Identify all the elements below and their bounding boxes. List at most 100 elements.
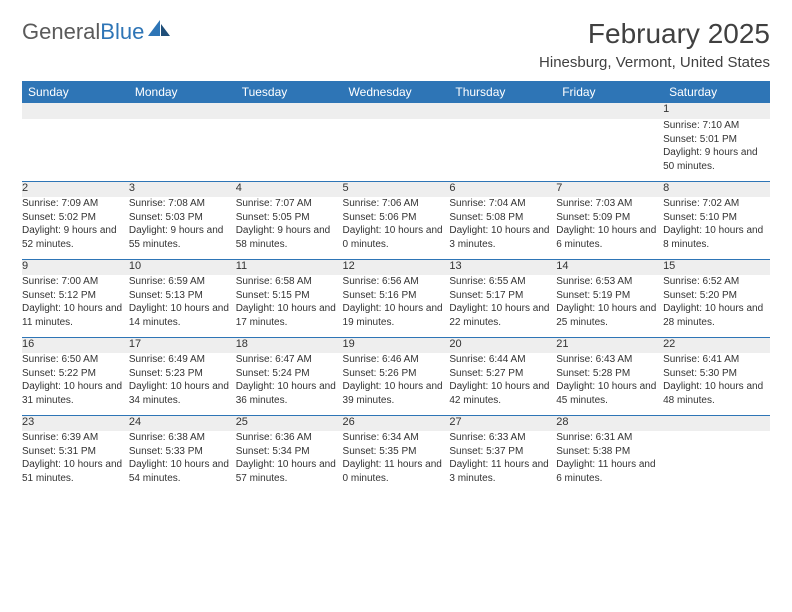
calendar-page: GeneralBlue February 2025 Hinesburg, Ver… [0, 0, 792, 511]
day-number: 20 [449, 337, 556, 353]
day-number: 27 [449, 415, 556, 431]
weekday-header: Wednesday [343, 81, 450, 103]
day-number-row: 9101112131415 [22, 259, 770, 275]
day-detail: Sunrise: 6:55 AMSunset: 5:17 PMDaylight:… [449, 275, 556, 337]
logo-text: GeneralBlue [22, 19, 144, 45]
location-text: Hinesburg, Vermont, United States [539, 54, 770, 71]
day-number: 9 [22, 259, 129, 275]
weekday-header: Sunday [22, 81, 129, 103]
day-detail-row: Sunrise: 6:39 AMSunset: 5:31 PMDaylight:… [22, 431, 770, 493]
day-number: 26 [343, 415, 450, 431]
day-detail [449, 119, 556, 181]
day-number: 17 [129, 337, 236, 353]
day-number: 11 [236, 259, 343, 275]
day-number: 28 [556, 415, 663, 431]
day-detail-row: Sunrise: 7:00 AMSunset: 5:12 PMDaylight:… [22, 275, 770, 337]
weekday-header: Tuesday [236, 81, 343, 103]
day-detail: Sunrise: 6:44 AMSunset: 5:27 PMDaylight:… [449, 353, 556, 415]
day-number: 12 [343, 259, 450, 275]
day-detail [663, 431, 770, 493]
day-detail-row: Sunrise: 7:10 AMSunset: 5:01 PMDaylight:… [22, 119, 770, 181]
day-detail-row: Sunrise: 6:50 AMSunset: 5:22 PMDaylight:… [22, 353, 770, 415]
day-number: 7 [556, 181, 663, 197]
day-number-row: 232425262728 [22, 415, 770, 431]
logo: GeneralBlue [22, 18, 172, 45]
day-number: 4 [236, 181, 343, 197]
day-detail [236, 119, 343, 181]
weekday-header: Thursday [449, 81, 556, 103]
day-detail: Sunrise: 6:36 AMSunset: 5:34 PMDaylight:… [236, 431, 343, 493]
day-detail: Sunrise: 6:56 AMSunset: 5:16 PMDaylight:… [343, 275, 450, 337]
day-detail: Sunrise: 7:10 AMSunset: 5:01 PMDaylight:… [663, 119, 770, 181]
day-detail: Sunrise: 6:49 AMSunset: 5:23 PMDaylight:… [129, 353, 236, 415]
day-detail: Sunrise: 6:58 AMSunset: 5:15 PMDaylight:… [236, 275, 343, 337]
day-number: 3 [129, 181, 236, 197]
day-number: 2 [22, 181, 129, 197]
day-detail: Sunrise: 6:41 AMSunset: 5:30 PMDaylight:… [663, 353, 770, 415]
day-number: 14 [556, 259, 663, 275]
day-number [129, 103, 236, 119]
day-number: 23 [22, 415, 129, 431]
logo-text-blue: Blue [100, 19, 144, 44]
day-detail: Sunrise: 6:53 AMSunset: 5:19 PMDaylight:… [556, 275, 663, 337]
day-number: 1 [663, 103, 770, 119]
day-detail [22, 119, 129, 181]
day-number: 21 [556, 337, 663, 353]
weekday-header: Saturday [663, 81, 770, 103]
title-block: February 2025 Hinesburg, Vermont, United… [539, 18, 770, 71]
day-number: 8 [663, 181, 770, 197]
day-detail [556, 119, 663, 181]
day-detail-row: Sunrise: 7:09 AMSunset: 5:02 PMDaylight:… [22, 197, 770, 259]
day-detail: Sunrise: 7:00 AMSunset: 5:12 PMDaylight:… [22, 275, 129, 337]
day-detail: Sunrise: 6:47 AMSunset: 5:24 PMDaylight:… [236, 353, 343, 415]
day-detail: Sunrise: 6:34 AMSunset: 5:35 PMDaylight:… [343, 431, 450, 493]
day-detail: Sunrise: 7:07 AMSunset: 5:05 PMDaylight:… [236, 197, 343, 259]
day-detail: Sunrise: 6:31 AMSunset: 5:38 PMDaylight:… [556, 431, 663, 493]
day-detail: Sunrise: 6:38 AMSunset: 5:33 PMDaylight:… [129, 431, 236, 493]
day-detail: Sunrise: 7:08 AMSunset: 5:03 PMDaylight:… [129, 197, 236, 259]
day-number: 10 [129, 259, 236, 275]
day-detail: Sunrise: 6:39 AMSunset: 5:31 PMDaylight:… [22, 431, 129, 493]
calendar-body: 1Sunrise: 7:10 AMSunset: 5:01 PMDaylight… [22, 103, 770, 493]
weekday-header: Friday [556, 81, 663, 103]
day-number: 13 [449, 259, 556, 275]
day-number: 16 [22, 337, 129, 353]
day-number: 24 [129, 415, 236, 431]
day-number [236, 103, 343, 119]
day-number [556, 103, 663, 119]
day-number-row: 16171819202122 [22, 337, 770, 353]
day-detail: Sunrise: 7:02 AMSunset: 5:10 PMDaylight:… [663, 197, 770, 259]
calendar-table: Sunday Monday Tuesday Wednesday Thursday… [22, 81, 770, 493]
logo-text-general: General [22, 19, 100, 44]
day-number [22, 103, 129, 119]
day-number-row: 2345678 [22, 181, 770, 197]
day-detail: Sunrise: 6:43 AMSunset: 5:28 PMDaylight:… [556, 353, 663, 415]
header: GeneralBlue February 2025 Hinesburg, Ver… [22, 18, 770, 71]
day-number: 15 [663, 259, 770, 275]
page-title: February 2025 [539, 18, 770, 50]
day-detail: Sunrise: 6:50 AMSunset: 5:22 PMDaylight:… [22, 353, 129, 415]
day-number: 6 [449, 181, 556, 197]
day-detail: Sunrise: 6:59 AMSunset: 5:13 PMDaylight:… [129, 275, 236, 337]
day-detail [129, 119, 236, 181]
day-number: 22 [663, 337, 770, 353]
day-number-row: 1 [22, 103, 770, 119]
logo-sail-icon [146, 18, 172, 45]
day-number: 5 [343, 181, 450, 197]
day-number: 18 [236, 337, 343, 353]
day-detail [343, 119, 450, 181]
day-detail: Sunrise: 6:52 AMSunset: 5:20 PMDaylight:… [663, 275, 770, 337]
weekday-header-row: Sunday Monday Tuesday Wednesday Thursday… [22, 81, 770, 103]
day-number [343, 103, 450, 119]
day-detail: Sunrise: 6:46 AMSunset: 5:26 PMDaylight:… [343, 353, 450, 415]
day-number: 19 [343, 337, 450, 353]
day-detail: Sunrise: 7:09 AMSunset: 5:02 PMDaylight:… [22, 197, 129, 259]
day-number: 25 [236, 415, 343, 431]
day-number [663, 415, 770, 431]
weekday-header: Monday [129, 81, 236, 103]
day-detail: Sunrise: 6:33 AMSunset: 5:37 PMDaylight:… [449, 431, 556, 493]
day-number [449, 103, 556, 119]
day-detail: Sunrise: 7:06 AMSunset: 5:06 PMDaylight:… [343, 197, 450, 259]
day-detail: Sunrise: 7:04 AMSunset: 5:08 PMDaylight:… [449, 197, 556, 259]
day-detail: Sunrise: 7:03 AMSunset: 5:09 PMDaylight:… [556, 197, 663, 259]
